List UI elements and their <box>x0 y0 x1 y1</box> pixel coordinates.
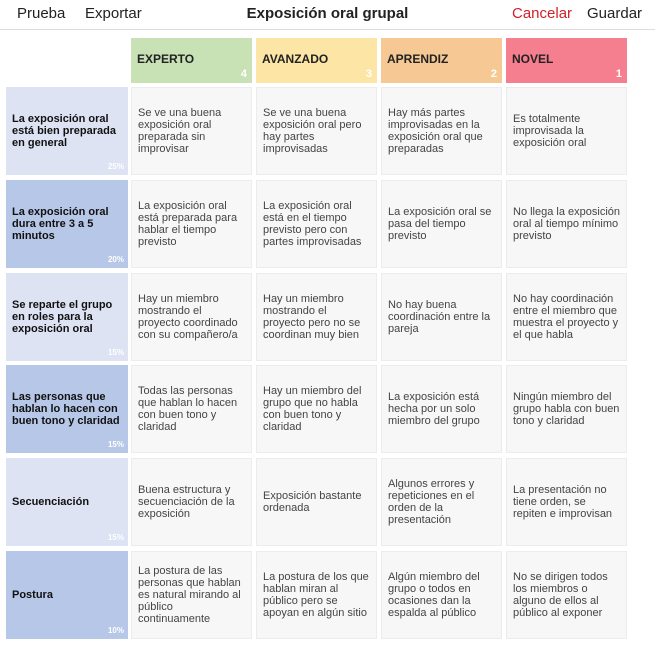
descriptor: La postura de las personas que hablan es… <box>131 551 252 639</box>
criterion-weight: 15% <box>107 440 124 450</box>
descriptor: No se dirigen todos los miembros o algun… <box>506 551 627 639</box>
criterion-weight: 25% <box>107 162 124 171</box>
criterion: Se reparte el grupo en roles para la exp… <box>6 272 128 361</box>
descriptor: La exposición oral se pasa del tiempo pr… <box>381 179 502 268</box>
button[interactable]: Exportar <box>85 5 142 22</box>
descriptor: No llega la exposición oral al tiempo mí… <box>506 179 627 268</box>
descriptor: Es totalmente improvisada la exposición … <box>506 87 627 175</box>
criterion: Las personas que hablan lo hacen con bue… <box>6 365 128 454</box>
level-header: AVANZADO 3 <box>256 38 377 83</box>
descriptor: Todas las personas que hablan lo hacen c… <box>131 365 252 454</box>
level-points: 3 <box>365 68 372 80</box>
descriptor: No hay coordinación entre el miembro que… <box>506 272 627 361</box>
descriptor: Hay un miembro mostrando el proyecto coo… <box>131 272 252 361</box>
criterion-weight: 20% <box>107 254 124 264</box>
descriptor: La postura de los que hablan miran al pú… <box>256 551 377 639</box>
descriptor: No hay buena coordinación entre la parej… <box>381 272 502 361</box>
descriptor: Hay un miembro del grupo que no habla co… <box>256 365 377 454</box>
criterion-weight: 15% <box>107 347 124 357</box>
level-points: 4 <box>240 68 247 80</box>
descriptor: Hay más partes improvisadas en la exposi… <box>381 87 502 175</box>
descriptor: Algunos errores y repeticiones en el ord… <box>381 458 502 547</box>
descriptor: Se ve una buena exposición oral pero hay… <box>256 87 377 175</box>
level-points: 2 <box>490 68 497 80</box>
criterion: Secuenciación 15% <box>6 458 128 547</box>
button[interactable]: Guardar <box>587 5 643 22</box>
descriptor: Exposición bastante ordenada <box>256 458 377 547</box>
descriptor: Buena estructura y secuenciación de la e… <box>131 458 252 547</box>
descriptor: Algún miembro del grupo o todos en ocasi… <box>381 551 502 639</box>
descriptor: La presentación no tiene orden, se repit… <box>506 458 627 547</box>
criterion-weight: 10% <box>107 626 124 635</box>
descriptor: Hay un miembro mostrando el proyecto per… <box>256 272 377 361</box>
button[interactable]: Cancelar <box>512 5 573 22</box>
level-header: EXPERTO 4 <box>131 38 252 83</box>
descriptor: Se ve una buena exposición oral preparad… <box>131 87 252 175</box>
descriptor: La exposición está hecha por un solo mie… <box>381 365 502 454</box>
level-header: APRENDIZ 2 <box>381 38 502 83</box>
descriptor: La exposición oral está en el tiempo pre… <box>256 179 377 268</box>
level-header: NOVEL 1 <box>506 38 627 83</box>
criterion: Postura 10% <box>6 551 128 639</box>
button[interactable]: Prueba <box>17 5 66 22</box>
level-points: 1 <box>615 68 622 80</box>
toolbar <box>0 0 655 30</box>
descriptor: La exposición oral está preparada para h… <box>131 179 252 268</box>
criterion: La exposición oral dura entre 3 a 5 minu… <box>6 179 128 268</box>
criterion: La exposición oral está bien preparada e… <box>6 87 128 175</box>
descriptor: Ningún miembro del grupo habla con buen … <box>506 365 627 454</box>
criterion-weight: 15% <box>107 533 124 543</box>
